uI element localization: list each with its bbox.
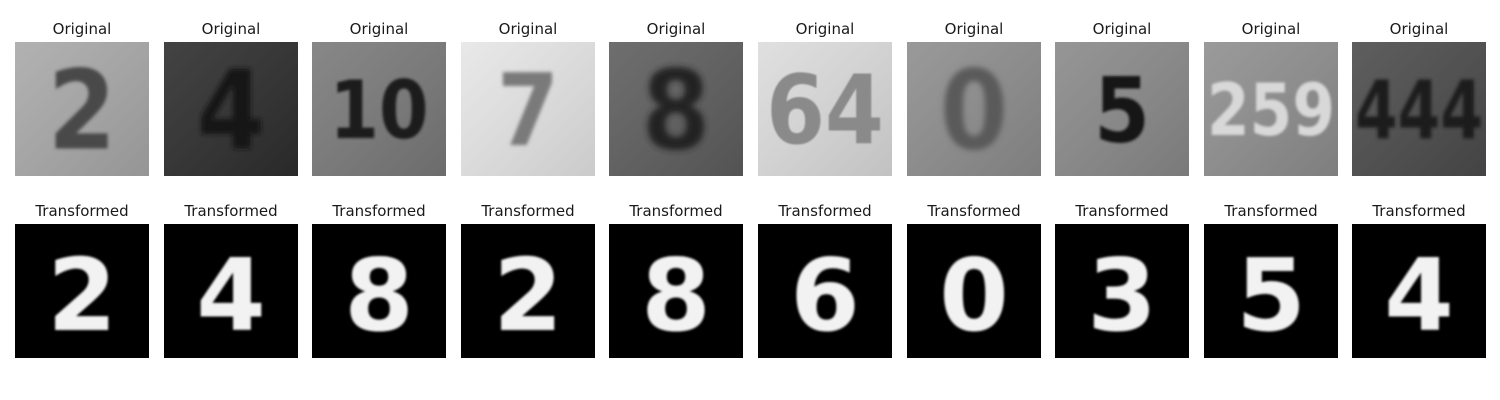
transformed-background — [461, 224, 595, 358]
original-image: 64 — [758, 42, 892, 176]
original-digits: 8 — [642, 47, 710, 175]
transformed-caption: Transformed — [629, 202, 723, 220]
transformed-caption: Transformed — [1075, 202, 1169, 220]
transformed-caption: Transformed — [332, 202, 426, 220]
transformed-image: 2 — [461, 224, 595, 358]
transformed-caption: Transformed — [1372, 202, 1466, 220]
transformed-digit: 8 — [641, 237, 711, 354]
original-caption: Original — [1241, 20, 1301, 38]
transformed-caption: Transformed — [927, 202, 1021, 220]
transformed-background — [1055, 224, 1189, 358]
original-digits: 4 — [197, 47, 265, 175]
transformed-digit: 8 — [344, 237, 414, 354]
transformed-background — [1352, 224, 1486, 358]
transformed-image: 2 — [15, 224, 149, 358]
transformed-digit: 2 — [493, 237, 563, 354]
transformed-image: 0 — [907, 224, 1041, 358]
transformed-background — [164, 224, 298, 358]
transformed-background — [1204, 224, 1338, 358]
transformed-digit: 6 — [790, 237, 860, 354]
original-image: 444 — [1352, 42, 1486, 176]
original-caption: Original — [1092, 20, 1152, 38]
original-image: 8 — [609, 42, 743, 176]
transformed-caption: Transformed — [1224, 202, 1318, 220]
original-image: 5 — [1055, 42, 1189, 176]
original-caption: Original — [944, 20, 1004, 38]
original-caption: Original — [1389, 20, 1449, 38]
transformed-image: 5 — [1204, 224, 1338, 358]
transformed-background — [312, 224, 446, 358]
transformed-image: 4 — [1352, 224, 1486, 358]
original-caption: Original — [52, 20, 112, 38]
transformed-image: 8 — [609, 224, 743, 358]
original-caption: Original — [201, 20, 261, 38]
original-caption: Original — [646, 20, 706, 38]
original-caption: Original — [349, 20, 409, 38]
original-digits: 5 — [1094, 58, 1150, 163]
original-digits: 10 — [329, 64, 428, 157]
transformed-background — [907, 224, 1041, 358]
original-image: 4 — [164, 42, 298, 176]
original-digits: 2 — [48, 47, 116, 175]
transformed-caption: Transformed — [778, 202, 872, 220]
original-caption: Original — [498, 20, 558, 38]
original-image: 0 — [907, 42, 1041, 176]
original-digits: 64 — [766, 56, 884, 166]
original-image: 259 — [1204, 42, 1338, 176]
transformed-digit: 5 — [1236, 237, 1306, 354]
transformed-digit: 2 — [47, 237, 117, 354]
transformed-background — [609, 224, 743, 358]
original-image: 10 — [312, 42, 446, 176]
transformed-image: 8 — [312, 224, 446, 358]
transformed-caption: Transformed — [35, 202, 129, 220]
transformed-image: 4 — [164, 224, 298, 358]
original-digits: 0 — [940, 47, 1008, 175]
transformed-caption: Transformed — [481, 202, 575, 220]
transformed-image: 3 — [1055, 224, 1189, 358]
transformed-caption: Transformed — [184, 202, 278, 220]
transformed-digit: 3 — [1087, 237, 1157, 354]
transformed-digit: 0 — [939, 237, 1009, 354]
transformed-background — [758, 224, 892, 358]
transformed-background — [15, 224, 149, 358]
original-digits: 444 — [1355, 64, 1483, 157]
original-image: 7 — [461, 42, 595, 176]
original-caption: Original — [795, 20, 855, 38]
transformed-image: 6 — [758, 224, 892, 358]
original-digits: 7 — [497, 52, 559, 169]
original-digits: 259 — [1207, 68, 1335, 152]
transformed-digit: 4 — [196, 237, 266, 354]
original-image: 2 — [15, 42, 149, 176]
transformed-digit: 4 — [1384, 237, 1454, 354]
